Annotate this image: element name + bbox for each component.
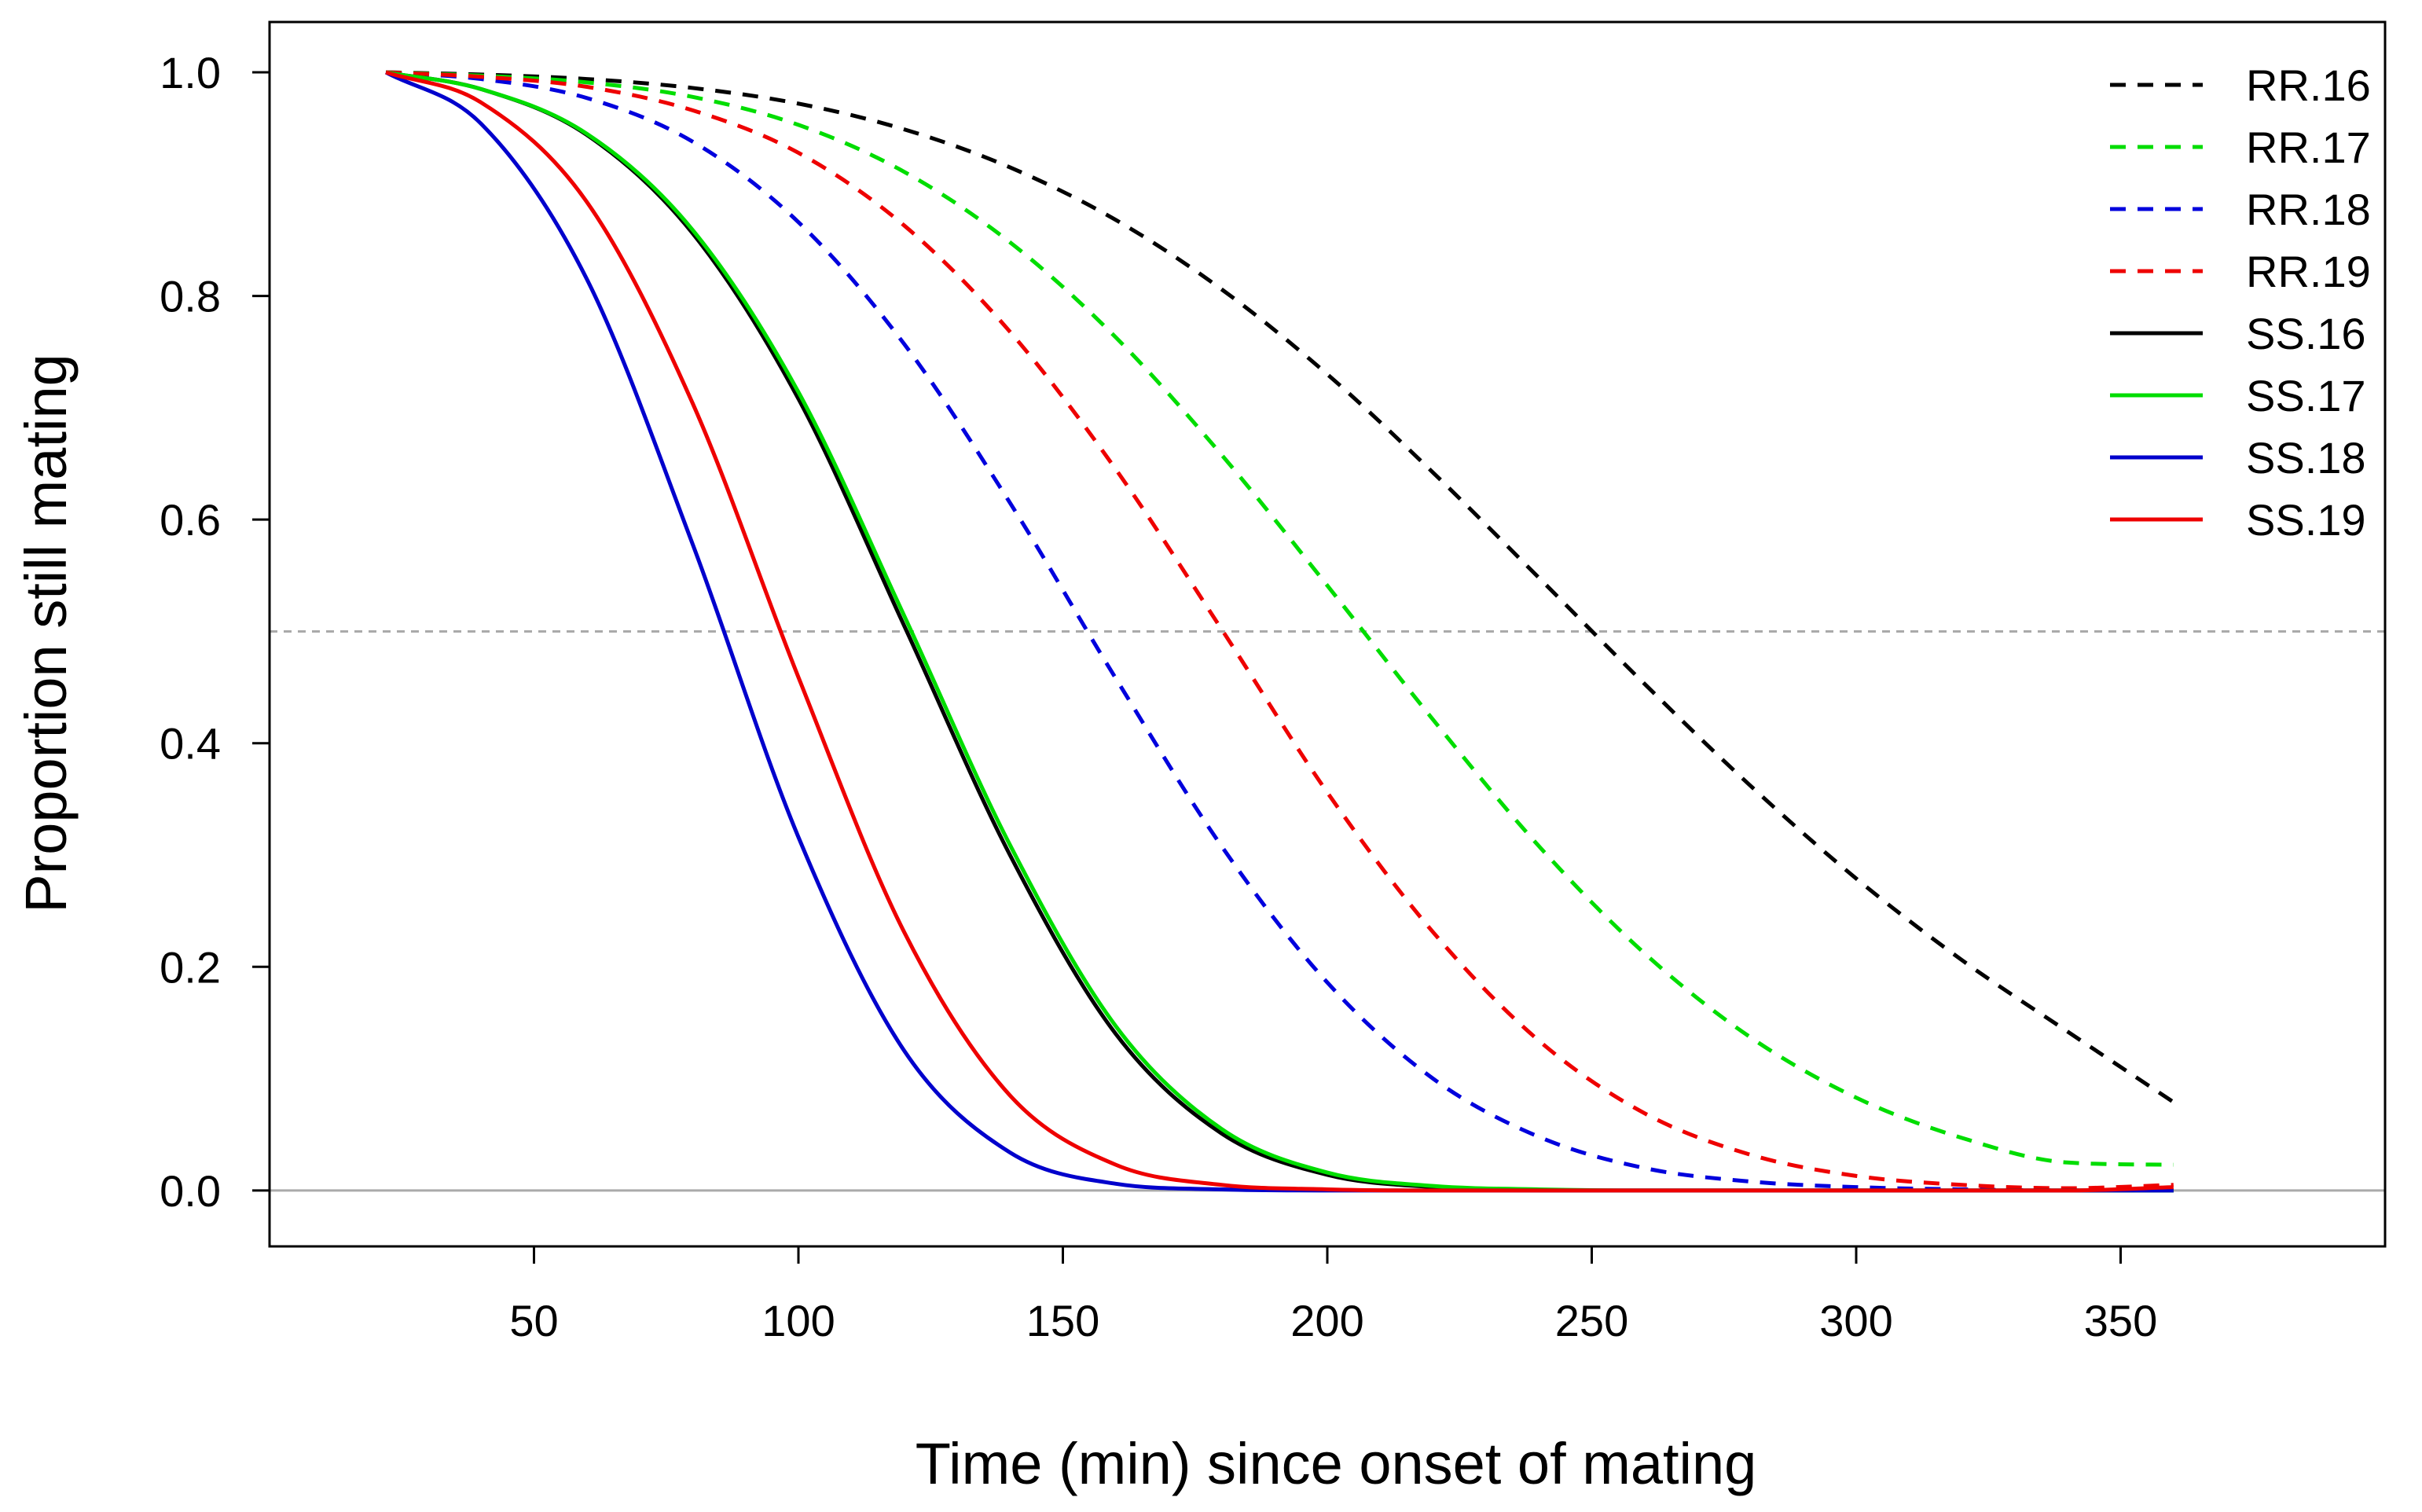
series-line-rr-18 bbox=[385, 70, 2174, 1193]
legend-label-rr-19: RR.19 bbox=[2246, 247, 2371, 296]
y-tick-label: 0.2 bbox=[160, 942, 221, 992]
series-line-rr-17 bbox=[385, 70, 2174, 1167]
legend-label-rr-17: RR.17 bbox=[2246, 123, 2371, 172]
x-tick-label: 200 bbox=[1290, 1296, 1363, 1345]
x-axis: 50 100 150 200 250 300 350 bbox=[509, 1246, 2157, 1345]
y-tick-label: 0.8 bbox=[160, 272, 221, 321]
y-tick-label: 0.4 bbox=[160, 719, 221, 769]
x-axis-title: Time (min) since onset of mating bbox=[916, 1431, 1757, 1496]
legend-label-rr-16: RR.16 bbox=[2246, 61, 2371, 110]
y-axis-title: Proportion still mating bbox=[13, 354, 79, 913]
series-line-ss-19 bbox=[385, 70, 2174, 1193]
x-tick-label: 150 bbox=[1026, 1296, 1099, 1345]
legend-label-ss-16: SS.16 bbox=[2246, 309, 2366, 358]
legend-label-ss-18: SS.18 bbox=[2246, 433, 2366, 483]
x-tick-label: 50 bbox=[509, 1296, 558, 1345]
x-tick-label: 250 bbox=[1555, 1296, 1628, 1345]
x-tick-label: 350 bbox=[2084, 1296, 2157, 1345]
y-tick-label: 0.0 bbox=[160, 1166, 221, 1216]
series-line-rr-19 bbox=[385, 70, 2174, 1191]
legend: RR.16 RR.17 RR.18 RR.19 SS.16 SS.17 SS.18 SS.19 bbox=[2110, 61, 2371, 545]
x-tick-label: 100 bbox=[761, 1296, 835, 1345]
y-tick-label: 0.6 bbox=[160, 495, 221, 545]
x-tick-label: 300 bbox=[1819, 1296, 1892, 1345]
legend-label-rr-18: RR.18 bbox=[2246, 185, 2371, 234]
series-lines bbox=[384, 70, 2175, 1193]
series-line-rr-16 bbox=[386, 70, 2175, 1104]
y-tick-label: 1.0 bbox=[160, 48, 221, 97]
y-axis: 0.0 0.2 0.4 0.6 0.8 1.0 bbox=[160, 48, 270, 1216]
legend-label-ss-17: SS.17 bbox=[2246, 371, 2366, 420]
legend-label-ss-19: SS.19 bbox=[2246, 495, 2366, 545]
